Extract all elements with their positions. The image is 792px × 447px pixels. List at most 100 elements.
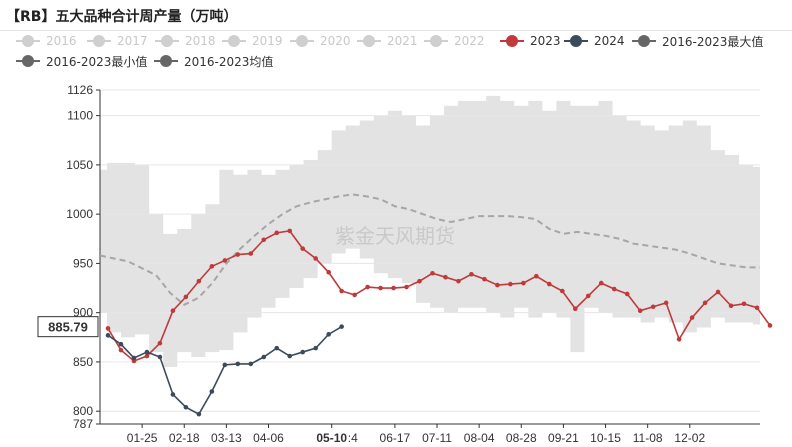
- legend-marker-icon: [357, 35, 381, 47]
- data-point: [144, 353, 150, 359]
- legend-item-2023[interactable]: 2023: [500, 33, 561, 49]
- x-tick-label: 09-21: [548, 431, 579, 445]
- data-point: [196, 411, 202, 417]
- data-point: [313, 345, 318, 351]
- legend-marker-icon: [500, 35, 524, 47]
- data-point: [598, 280, 604, 286]
- legend-label: 2018: [185, 34, 216, 48]
- data-point: [118, 347, 124, 353]
- legend-item-2016-2023最小值[interactable]: 2016-2023最小值: [16, 53, 147, 69]
- data-point: [274, 345, 280, 351]
- data-point: [339, 288, 344, 294]
- data-point: [131, 355, 137, 361]
- data-point: [728, 303, 734, 309]
- data-point: [170, 392, 176, 397]
- data-point: [170, 308, 176, 313]
- x-tick-label: 07-11: [422, 431, 452, 445]
- data-point: [702, 300, 708, 306]
- value-pointer-label: 885.79: [48, 320, 88, 335]
- data-point: [741, 301, 747, 307]
- min-max-band: [100, 95, 760, 367]
- x-tick-label: 03-13: [211, 431, 242, 445]
- legend-item-2016[interactable]: 2016: [16, 33, 77, 49]
- data-point: [248, 251, 254, 256]
- data-point: [222, 362, 228, 368]
- data-point: [261, 354, 267, 360]
- chart-title: 【RB】五大品种合计周产量（万吨）: [6, 9, 238, 25]
- data-point: [508, 281, 513, 287]
- series-2023: [105, 228, 773, 364]
- legend-item-2016-2023均值[interactable]: 2016-2023均值: [154, 53, 273, 69]
- data-point: [391, 285, 396, 291]
- y-tick-label: 800: [73, 404, 93, 418]
- legend-item-2018[interactable]: 2018: [155, 33, 216, 49]
- legend-marker-icon: [154, 55, 178, 67]
- x-tick-label: 08-04: [464, 431, 495, 445]
- y-tick-label: 950: [73, 256, 93, 270]
- data-point: [404, 284, 409, 290]
- watermark: 紫金天风期货: [335, 224, 455, 248]
- data-point: [274, 230, 280, 236]
- legend-label: 2017: [117, 34, 148, 48]
- legend-label: 2020: [320, 34, 351, 48]
- data-point: [417, 278, 422, 284]
- data-point: [326, 332, 331, 337]
- legend-marker-icon: [222, 35, 246, 47]
- legend-item-2019[interactable]: 2019: [222, 33, 283, 49]
- y-tick-label: 1126: [67, 83, 93, 97]
- legend-item-2017[interactable]: 2017: [87, 33, 148, 49]
- legend-label: 2016-2023最小值: [46, 54, 148, 69]
- legend-label: 2016-2023均值: [184, 54, 274, 69]
- data-point: [235, 252, 241, 257]
- legend-item-2022[interactable]: 2022: [424, 33, 485, 49]
- data-point: [430, 270, 435, 276]
- data-point: [521, 280, 526, 286]
- data-point: [339, 324, 344, 329]
- legend-item-2021[interactable]: 2021: [357, 33, 418, 49]
- y-tick-label: 1100: [67, 109, 93, 123]
- data-point: [287, 228, 293, 234]
- data-point: [326, 269, 331, 275]
- y-tick-label: 850: [73, 355, 93, 369]
- legend-label: 2016-2023最大值: [662, 34, 764, 49]
- legend-label: 2019: [252, 34, 283, 48]
- x-tick-label: 05-10: [316, 431, 347, 445]
- data-point: [482, 276, 487, 282]
- legend-marker-icon: [564, 35, 588, 47]
- data-point: [378, 285, 383, 291]
- y-tick-label: 787: [73, 417, 93, 431]
- data-point: [495, 282, 500, 288]
- data-point: [650, 304, 656, 310]
- x-tick-label: 12-02: [674, 431, 705, 445]
- data-point: [209, 389, 215, 394]
- data-point: [196, 278, 202, 284]
- series-2024: [105, 324, 344, 417]
- x-tick-label: :4: [348, 431, 358, 445]
- data-point: [300, 246, 306, 251]
- legend-marker-icon: [16, 35, 40, 47]
- data-point: [313, 256, 318, 261]
- legend-label: 2023: [530, 34, 561, 48]
- legend-label: 2024: [594, 34, 625, 48]
- x-tick-label: 04-06: [253, 431, 284, 445]
- legend-item-2016-2023最大值[interactable]: 2016-2023最大值: [632, 33, 763, 49]
- data-point: [352, 292, 357, 298]
- data-point: [157, 354, 163, 360]
- data-point: [767, 323, 773, 328]
- value-pointer-box: [37, 316, 99, 338]
- legend-item-2020[interactable]: 2020: [290, 33, 351, 49]
- data-point: [183, 404, 189, 410]
- data-point: [689, 315, 695, 320]
- y-tick-label: 900: [73, 306, 93, 320]
- legend-item-2024[interactable]: 2024: [564, 33, 625, 49]
- legend-label: 2021: [387, 34, 418, 48]
- data-point: [663, 300, 669, 306]
- data-point: [456, 278, 461, 284]
- data-point: [572, 306, 578, 312]
- legend-marker-icon: [87, 35, 111, 47]
- legend-marker-icon: [16, 55, 40, 67]
- legend-marker-icon: [632, 35, 656, 47]
- data-point: [157, 340, 163, 346]
- data-point: [469, 271, 474, 277]
- data-point: [248, 361, 254, 367]
